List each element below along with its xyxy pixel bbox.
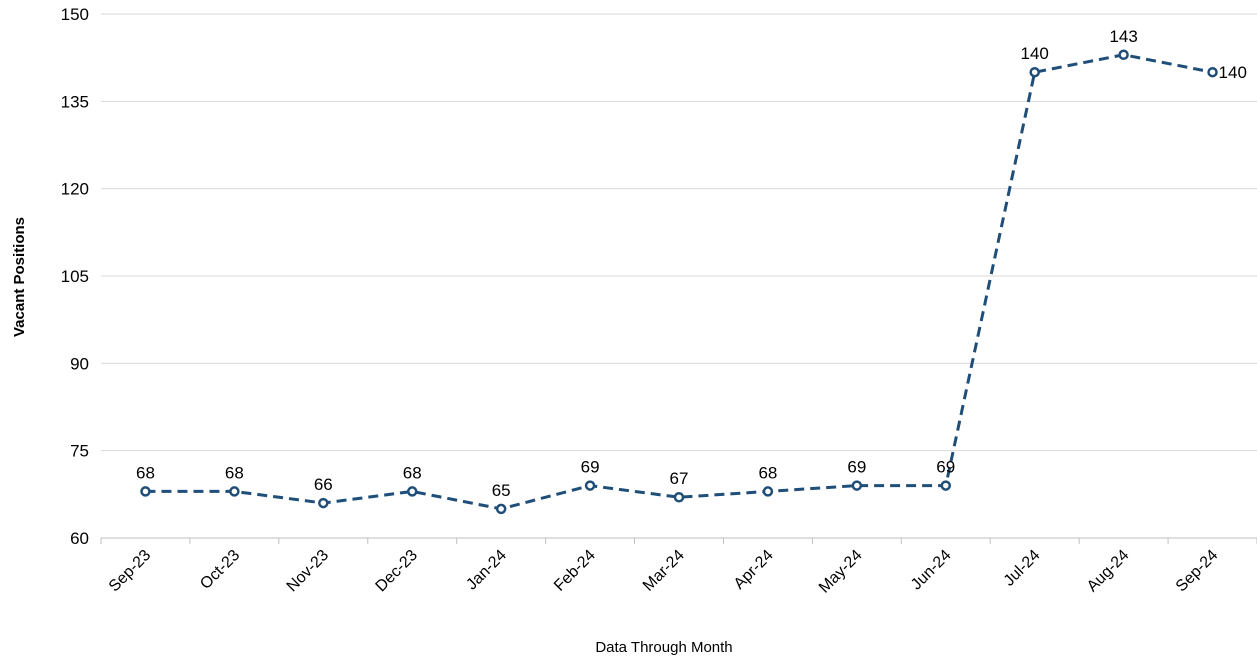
data-labels: 68 68 66 68 65 69 67 68 69 69 140 143 140 xyxy=(136,27,1247,500)
y-tick-label: 60 xyxy=(70,529,89,548)
axes xyxy=(100,537,1257,544)
x-tick-label: Dec-23 xyxy=(373,547,422,596)
y-tick-labels: 60 75 90 105 120 135 150 xyxy=(61,5,89,548)
x-tick-label: Aug-24 xyxy=(1084,547,1133,596)
x-tick-label: Jul-24 xyxy=(1001,547,1044,590)
data-label: 68 xyxy=(136,463,155,482)
data-label: 69 xyxy=(936,458,955,477)
x-axis-title: Data Through Month xyxy=(595,639,732,656)
data-label: 140 xyxy=(1021,44,1049,63)
y-tick-label: 150 xyxy=(61,5,89,24)
data-label: 143 xyxy=(1109,27,1137,46)
data-label: 69 xyxy=(847,458,866,477)
data-label: 68 xyxy=(403,463,422,482)
y-tick-label: 90 xyxy=(70,354,89,373)
y-tick-label: 105 xyxy=(61,267,89,286)
data-point-marker xyxy=(1029,66,1040,78)
data-label: 67 xyxy=(670,469,689,488)
data-point-marker xyxy=(940,480,952,491)
y-axis-title: Vacant Positions xyxy=(11,217,28,337)
data-point-marker xyxy=(851,480,863,491)
data-point-marker xyxy=(1118,49,1129,61)
x-tick-label: Oct-23 xyxy=(197,547,243,593)
x-tick-label: Sep-23 xyxy=(106,547,155,596)
data-label: 68 xyxy=(225,463,244,482)
data-point-marker xyxy=(495,503,507,515)
data-label: 68 xyxy=(758,463,777,482)
x-tick-label: Mar-24 xyxy=(640,547,688,595)
data-point-marker xyxy=(584,480,596,491)
data-point-marker xyxy=(673,491,685,503)
series xyxy=(145,53,1213,511)
markers xyxy=(140,49,1218,515)
series-line xyxy=(145,53,1213,511)
x-tick-label: Nov-23 xyxy=(284,547,333,596)
data-label: 140 xyxy=(1219,63,1247,82)
x-tick-label: Feb-24 xyxy=(551,547,599,595)
x-tick-label: Sep-24 xyxy=(1173,547,1222,596)
y-tick-label: 135 xyxy=(61,92,89,111)
x-tick-label: Apr-24 xyxy=(731,547,777,593)
data-label: 66 xyxy=(314,475,333,494)
data-point-marker xyxy=(406,486,418,497)
y-tick-label: 75 xyxy=(70,442,89,461)
gridlines xyxy=(101,13,1257,452)
data-point-marker xyxy=(318,497,329,509)
data-point-marker xyxy=(140,486,151,497)
data-label: 65 xyxy=(492,481,511,500)
x-tick-label: Jun-24 xyxy=(908,547,955,594)
data-point-marker xyxy=(762,486,774,497)
x-tick-label: Jan-24 xyxy=(463,547,510,594)
data-point-marker xyxy=(1207,66,1218,78)
y-tick-label: 120 xyxy=(61,180,89,199)
x-tick-label: May-24 xyxy=(816,547,866,597)
x-tick-labels: Sep-23 Oct-23 Nov-23 Dec-23 Jan-24 Feb-24 Mar-… xyxy=(106,547,1222,597)
data-label: 69 xyxy=(581,458,600,477)
data-point-marker xyxy=(229,486,240,497)
